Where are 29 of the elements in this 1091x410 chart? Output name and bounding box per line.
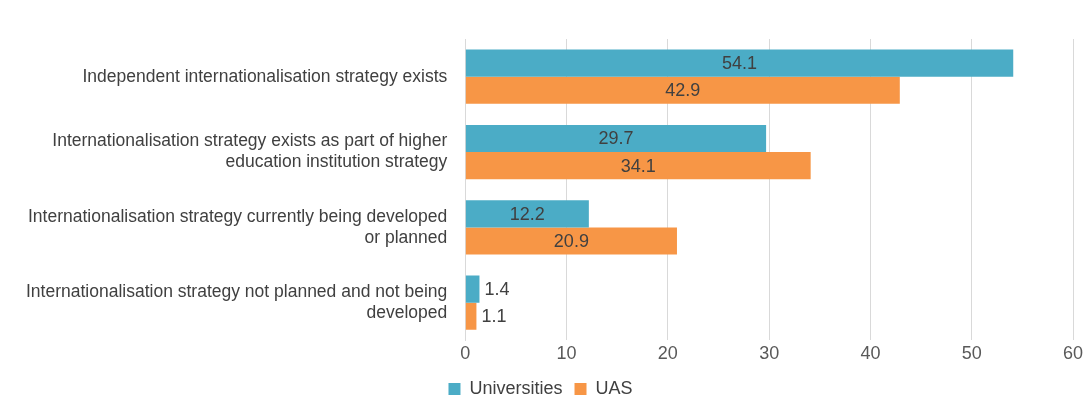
x-tick-label: 20	[657, 343, 678, 364]
x-tick-label: 10	[556, 343, 577, 364]
bar	[465, 124, 767, 153]
data-label: 42.9	[665, 80, 701, 101]
y-tick-label: Independent internationalisation strategy exists	[82, 65, 448, 86]
bar	[465, 76, 900, 104]
x-tick-label: 50	[961, 343, 982, 364]
bar	[465, 200, 589, 228]
x-tick-label: 40	[860, 343, 881, 364]
y-tick-label: Internationalisation strategy currently being developed or planned	[27, 205, 448, 247]
data-label: 12.2	[509, 203, 545, 224]
data-label: 34.1	[620, 155, 656, 176]
data-label: 29.7	[598, 128, 634, 149]
bar	[465, 227, 677, 255]
y-tick-label: Internationalisation strategy not planned and not being developed	[25, 281, 448, 323]
x-tick-label: 60	[1062, 343, 1084, 364]
data-label: 1.4	[484, 279, 510, 300]
legend-label: UAS	[595, 377, 633, 398]
bar	[465, 275, 480, 303]
data-label: 1.1	[481, 306, 507, 327]
bar	[465, 302, 477, 330]
data-label: 20.9	[553, 230, 589, 251]
y-tick-label: Internationalisation strategy exists as part of higher education institution strategy	[52, 130, 448, 172]
legend-label: Universities	[469, 377, 563, 398]
bar	[465, 49, 1014, 77]
x-tick-label: 0	[460, 343, 471, 364]
bar	[465, 152, 811, 180]
x-tick-label: 30	[759, 343, 780, 364]
data-label: 54.1	[721, 53, 758, 74]
